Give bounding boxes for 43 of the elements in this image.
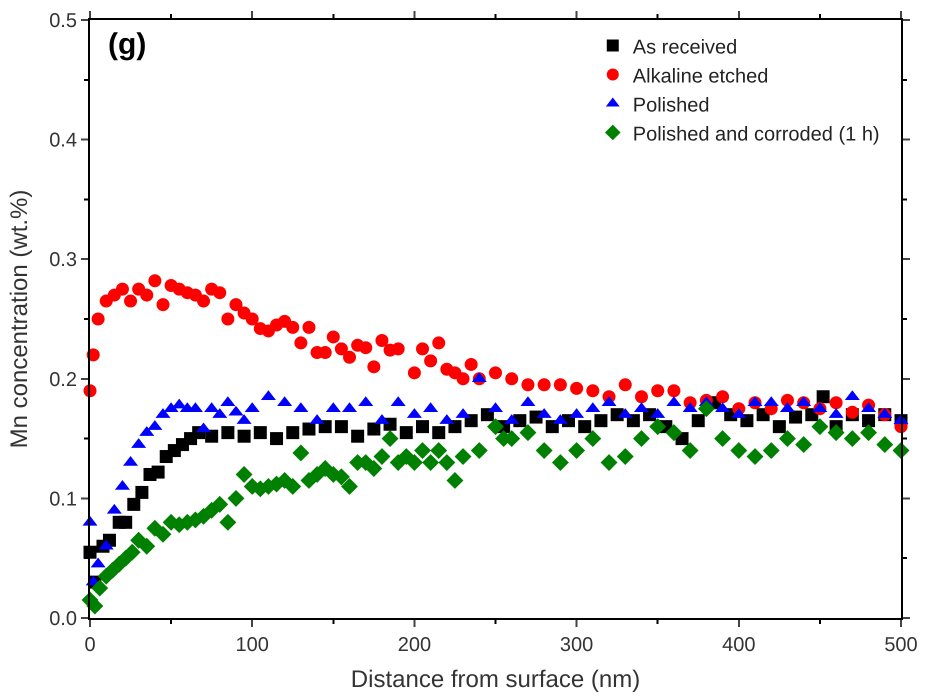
- legend-label: Alkaline etched: [632, 65, 768, 88]
- point: [127, 498, 140, 511]
- x-tick-label: 200: [398, 634, 432, 656]
- annotation: (g): [108, 28, 146, 61]
- point: [254, 426, 267, 440]
- point: [772, 420, 786, 434]
- point: [862, 414, 876, 428]
- y-tick-label: 0.4: [49, 130, 77, 152]
- point: [789, 410, 802, 424]
- point: [270, 432, 284, 446]
- x-tick-label: 100: [236, 634, 269, 656]
- x-tick-label: 500: [884, 634, 918, 656]
- point: [135, 486, 148, 499]
- point: [286, 426, 300, 440]
- point: [351, 430, 364, 443]
- point: [205, 430, 218, 443]
- point: [221, 426, 234, 440]
- point: [334, 420, 348, 434]
- point: [692, 414, 705, 428]
- y-axis-title: Mn concentration (wt.%): [6, 190, 33, 448]
- y-tick-label: 0.3: [49, 249, 77, 272]
- y-tick-label: 0.1: [49, 488, 77, 510]
- x-tick-label: 300: [560, 634, 594, 656]
- point: [416, 420, 430, 434]
- point: [152, 466, 165, 479]
- point: [578, 420, 592, 434]
- point: [400, 426, 413, 440]
- x-tick-label: 0: [84, 634, 96, 656]
- y-tick-label: 0.5: [49, 10, 77, 32]
- point: [432, 426, 446, 440]
- y-tick-label: 0.0: [49, 608, 77, 630]
- point: [302, 422, 316, 436]
- point: [119, 516, 132, 529]
- point: [367, 422, 380, 436]
- point: [594, 414, 608, 428]
- point: [816, 390, 830, 404]
- point: [238, 430, 251, 443]
- legend-label: Polished: [632, 94, 710, 116]
- x-axis-title: Distance from surface (nm): [350, 666, 640, 693]
- legend-label: Polished and corroded (1 h): [632, 123, 880, 146]
- x-tick-label: 400: [722, 634, 756, 656]
- y-tick-label: 0.2: [49, 368, 77, 391]
- legend-label: As received: [632, 36, 738, 58]
